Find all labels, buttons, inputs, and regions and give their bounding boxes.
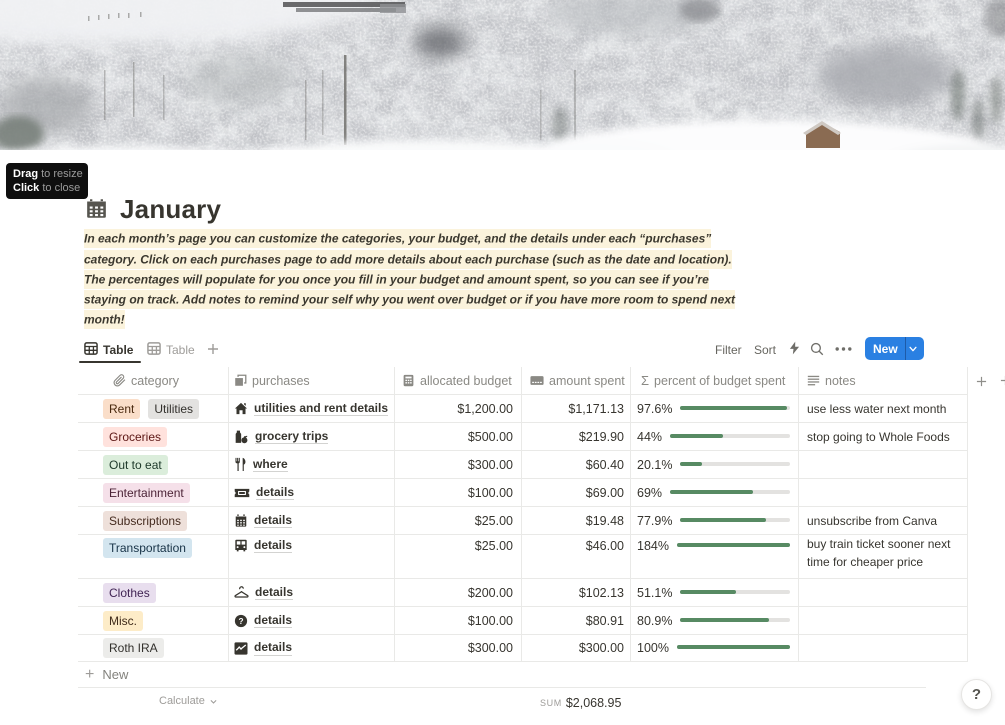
svg-text:?: ?	[238, 615, 243, 625]
